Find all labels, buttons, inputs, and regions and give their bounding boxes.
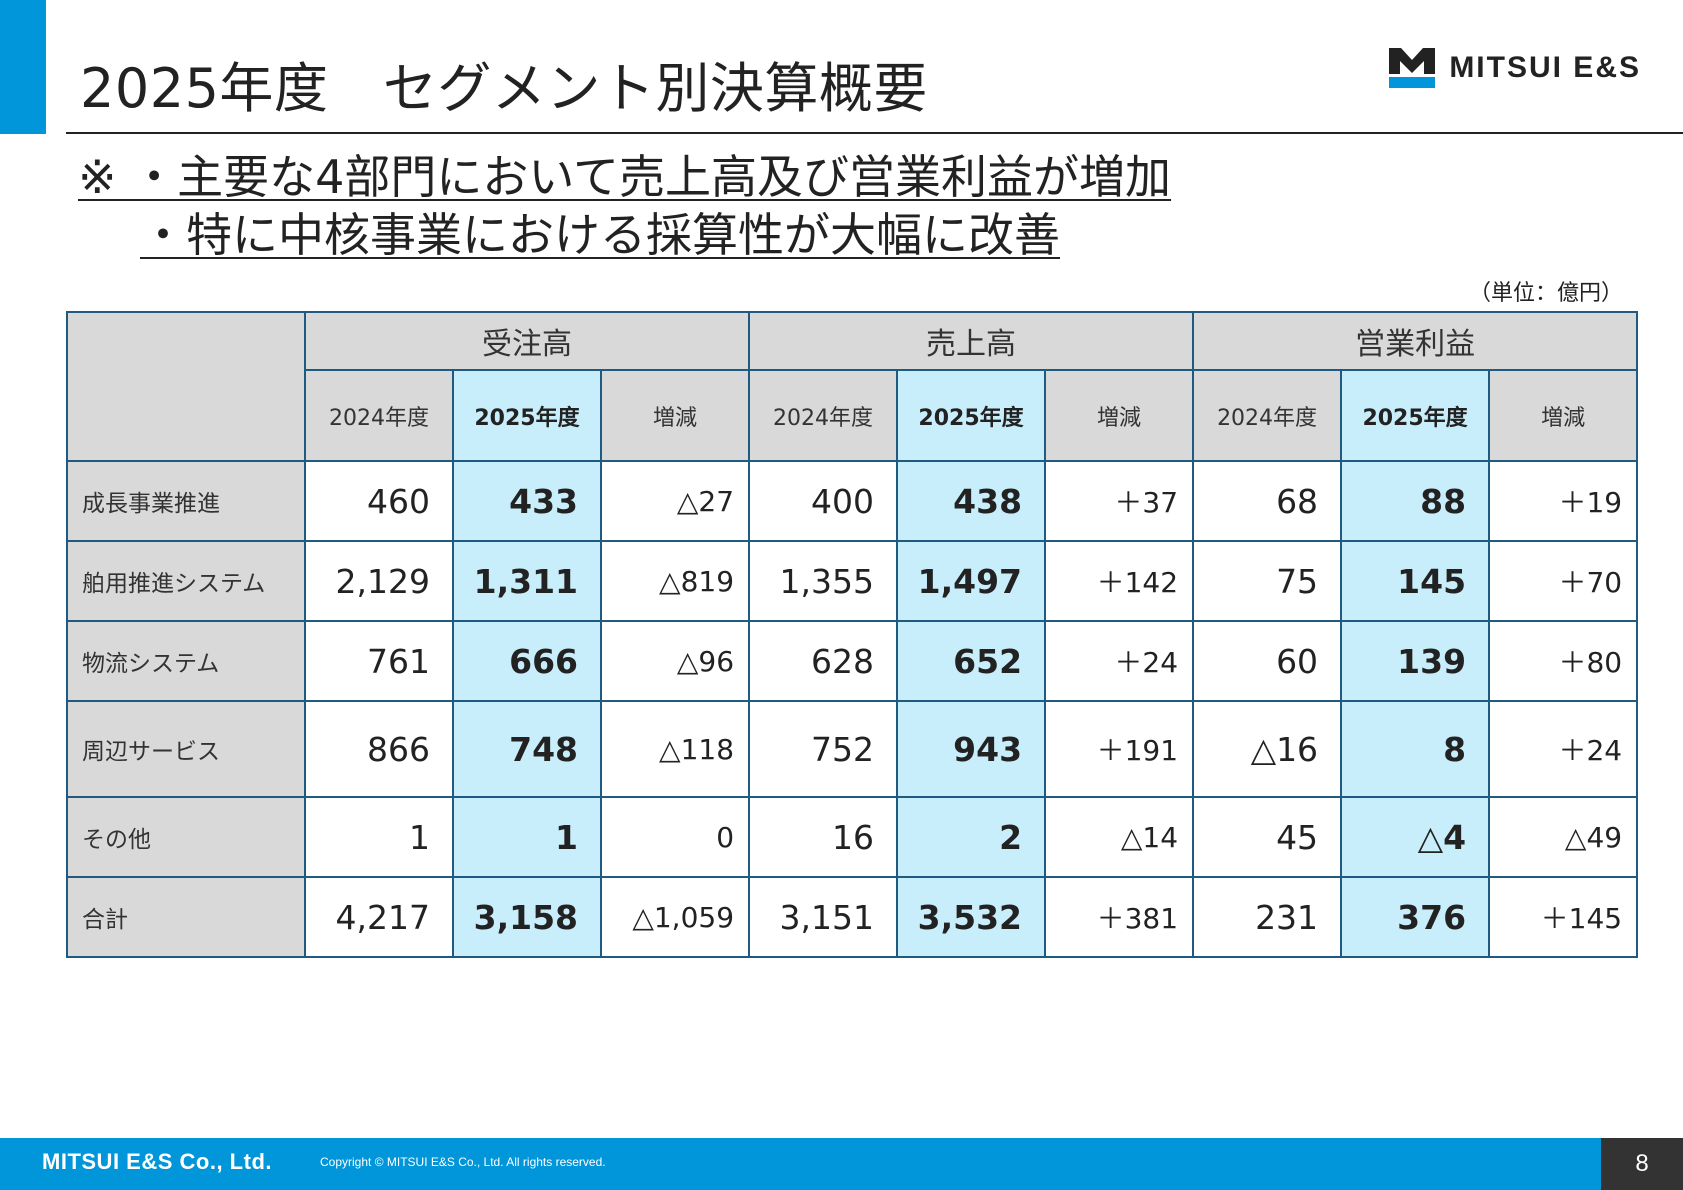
- cell-change: ＋80: [1488, 620, 1639, 702]
- table-row: その他 1 1 0 16 2 △14 45 △4 △49: [66, 796, 1639, 878]
- cell-current-year: 139: [1340, 620, 1491, 702]
- cell-current-year: 666: [452, 620, 602, 702]
- title-divider: [66, 132, 1683, 134]
- cell-change: △14: [1044, 796, 1195, 878]
- cell-change: ＋24: [1488, 700, 1639, 798]
- cell-change: ＋24: [1044, 620, 1195, 702]
- page-number: 8: [1635, 1150, 1649, 1177]
- cell-change: ＋37: [1044, 460, 1195, 542]
- cell-prev-year: △16: [1192, 700, 1343, 798]
- cell-prev-year: 4,217: [304, 876, 454, 958]
- table-row: 合計 4,217 3,158 △1,059 3,151 3,532 ＋381 231 376 ＋1…: [66, 876, 1639, 958]
- row-label: 周辺サービス: [66, 700, 306, 798]
- cell-current-year: 433: [452, 460, 602, 542]
- subheader-change: 増減: [1044, 369, 1195, 462]
- note-line-2: ・特に中核事業における採算性が大幅に改善: [140, 208, 1060, 262]
- cell-current-year: 3,532: [896, 876, 1047, 958]
- cell-current-year: 145: [1340, 540, 1491, 622]
- cell-change: △118: [599, 700, 751, 798]
- group-header-orders: 受注高: [303, 311, 751, 371]
- mitsui-logo-icon: [1389, 48, 1436, 88]
- cell-change: ＋19: [1488, 460, 1639, 542]
- cell-change: △819: [599, 540, 751, 622]
- footer-copyright: Copyright © MITSUI E&S Co., Ltd. All rig…: [320, 1155, 606, 1169]
- cell-current-year: 8: [1340, 700, 1491, 798]
- cell-current-year: △4: [1340, 796, 1491, 878]
- table-body: 成長事業推進 460 433 △27 400 438 ＋37 68 88 ＋19 舶用推進システム 2…: [66, 460, 1639, 958]
- subheader-current-year: 2025年度: [896, 369, 1047, 462]
- page-title: 2025年度 セグメント別決算概要: [80, 57, 928, 120]
- cell-prev-year: 60: [1192, 620, 1343, 702]
- logo-text: MITSUI E&S: [1449, 51, 1641, 84]
- cell-prev-year: 1: [304, 796, 454, 878]
- cell-current-year: 943: [896, 700, 1047, 798]
- row-label: 合計: [66, 876, 306, 958]
- table-row: 周辺サービス 866 748 △118 752 943 ＋191 △16 8 ＋24: [66, 700, 1639, 798]
- cell-change: ＋142: [1044, 540, 1195, 622]
- cell-prev-year: 1,355: [748, 540, 899, 622]
- cell-current-year: 3,158: [452, 876, 602, 958]
- cell-prev-year: 460: [304, 460, 454, 542]
- cell-change: ＋381: [1044, 876, 1195, 958]
- cell-current-year: 438: [896, 460, 1047, 542]
- cell-current-year: 1: [452, 796, 602, 878]
- cell-current-year: 1,311: [452, 540, 602, 622]
- cell-prev-year: 68: [1192, 460, 1343, 542]
- cell-prev-year: 231: [1192, 876, 1343, 958]
- table-row: 物流システム 761 666 △96 628 652 ＋24 60 139 ＋80: [66, 620, 1639, 702]
- title-accent-bar: [0, 0, 46, 134]
- subheader-change: 増減: [599, 369, 751, 462]
- cell-prev-year: 3,151: [748, 876, 899, 958]
- subheader-change: 増減: [1488, 369, 1639, 462]
- cell-change: △27: [599, 460, 751, 542]
- summary-notes: ※ ・主要な4部門において売上高及び営業利益が増加 ・特に中核事業における採算性…: [78, 148, 1171, 264]
- cell-prev-year: 752: [748, 700, 899, 798]
- cell-prev-year: 866: [304, 700, 454, 798]
- cell-current-year: 652: [896, 620, 1047, 702]
- subheader-prev-year: 2024年度: [748, 369, 899, 462]
- table-row: 成長事業推進 460 433 △27 400 438 ＋37 68 88 ＋19: [66, 460, 1639, 542]
- group-header-sales: 売上高: [748, 311, 1195, 371]
- row-label: その他: [66, 796, 306, 878]
- cell-prev-year: 400: [748, 460, 899, 542]
- table-corner-cell: [66, 311, 306, 462]
- cell-current-year: 88: [1340, 460, 1491, 542]
- row-label: 物流システム: [66, 620, 306, 702]
- subheader-prev-year: 2024年度: [304, 369, 454, 462]
- unit-label: （単位：億円）: [1468, 281, 1623, 306]
- subheader-current-year: 2025年度: [1340, 369, 1491, 462]
- segment-results-table: 受注高 売上高 営業利益 2024年度 2025年度 増減 2024年度 202…: [66, 311, 1639, 958]
- cell-current-year: 376: [1340, 876, 1491, 958]
- row-label: 成長事業推進: [66, 460, 306, 542]
- cell-prev-year: 2,129: [304, 540, 454, 622]
- row-label: 舶用推進システム: [66, 540, 306, 622]
- group-header-operating-profit: 営業利益: [1192, 311, 1639, 371]
- cell-current-year: 1,497: [896, 540, 1047, 622]
- cell-change: △96: [599, 620, 751, 702]
- footer-brand: MITSUI E&S Co., Ltd.: [42, 1149, 272, 1174]
- company-logo: MITSUI E&S: [1389, 48, 1641, 88]
- note-line-1: ※ ・主要な4部門において売上高及び営業利益が増加: [78, 150, 1172, 204]
- subheader-current-year: 2025年度: [452, 369, 602, 462]
- cell-current-year: 748: [452, 700, 602, 798]
- cell-change: 0: [599, 796, 751, 878]
- subheader-prev-year: 2024年度: [1192, 369, 1343, 462]
- cell-change: ＋191: [1044, 700, 1195, 798]
- cell-change: ＋70: [1488, 540, 1639, 622]
- cell-prev-year: 761: [304, 620, 454, 702]
- cell-change: ＋145: [1488, 876, 1639, 958]
- table-row: 舶用推進システム 2,129 1,311 △819 1,355 1,497 ＋142 75 14…: [66, 540, 1639, 622]
- cell-change: △49: [1488, 796, 1639, 878]
- cell-prev-year: 75: [1192, 540, 1343, 622]
- cell-change: △1,059: [599, 876, 751, 958]
- cell-prev-year: 45: [1192, 796, 1343, 878]
- footer-bar: MITSUI E&S Co., Ltd. Copyright © MITSUI …: [0, 1138, 1683, 1190]
- cell-current-year: 2: [896, 796, 1047, 878]
- page-number-box: 8: [1601, 1138, 1683, 1190]
- cell-prev-year: 628: [748, 620, 899, 702]
- cell-prev-year: 16: [748, 796, 899, 878]
